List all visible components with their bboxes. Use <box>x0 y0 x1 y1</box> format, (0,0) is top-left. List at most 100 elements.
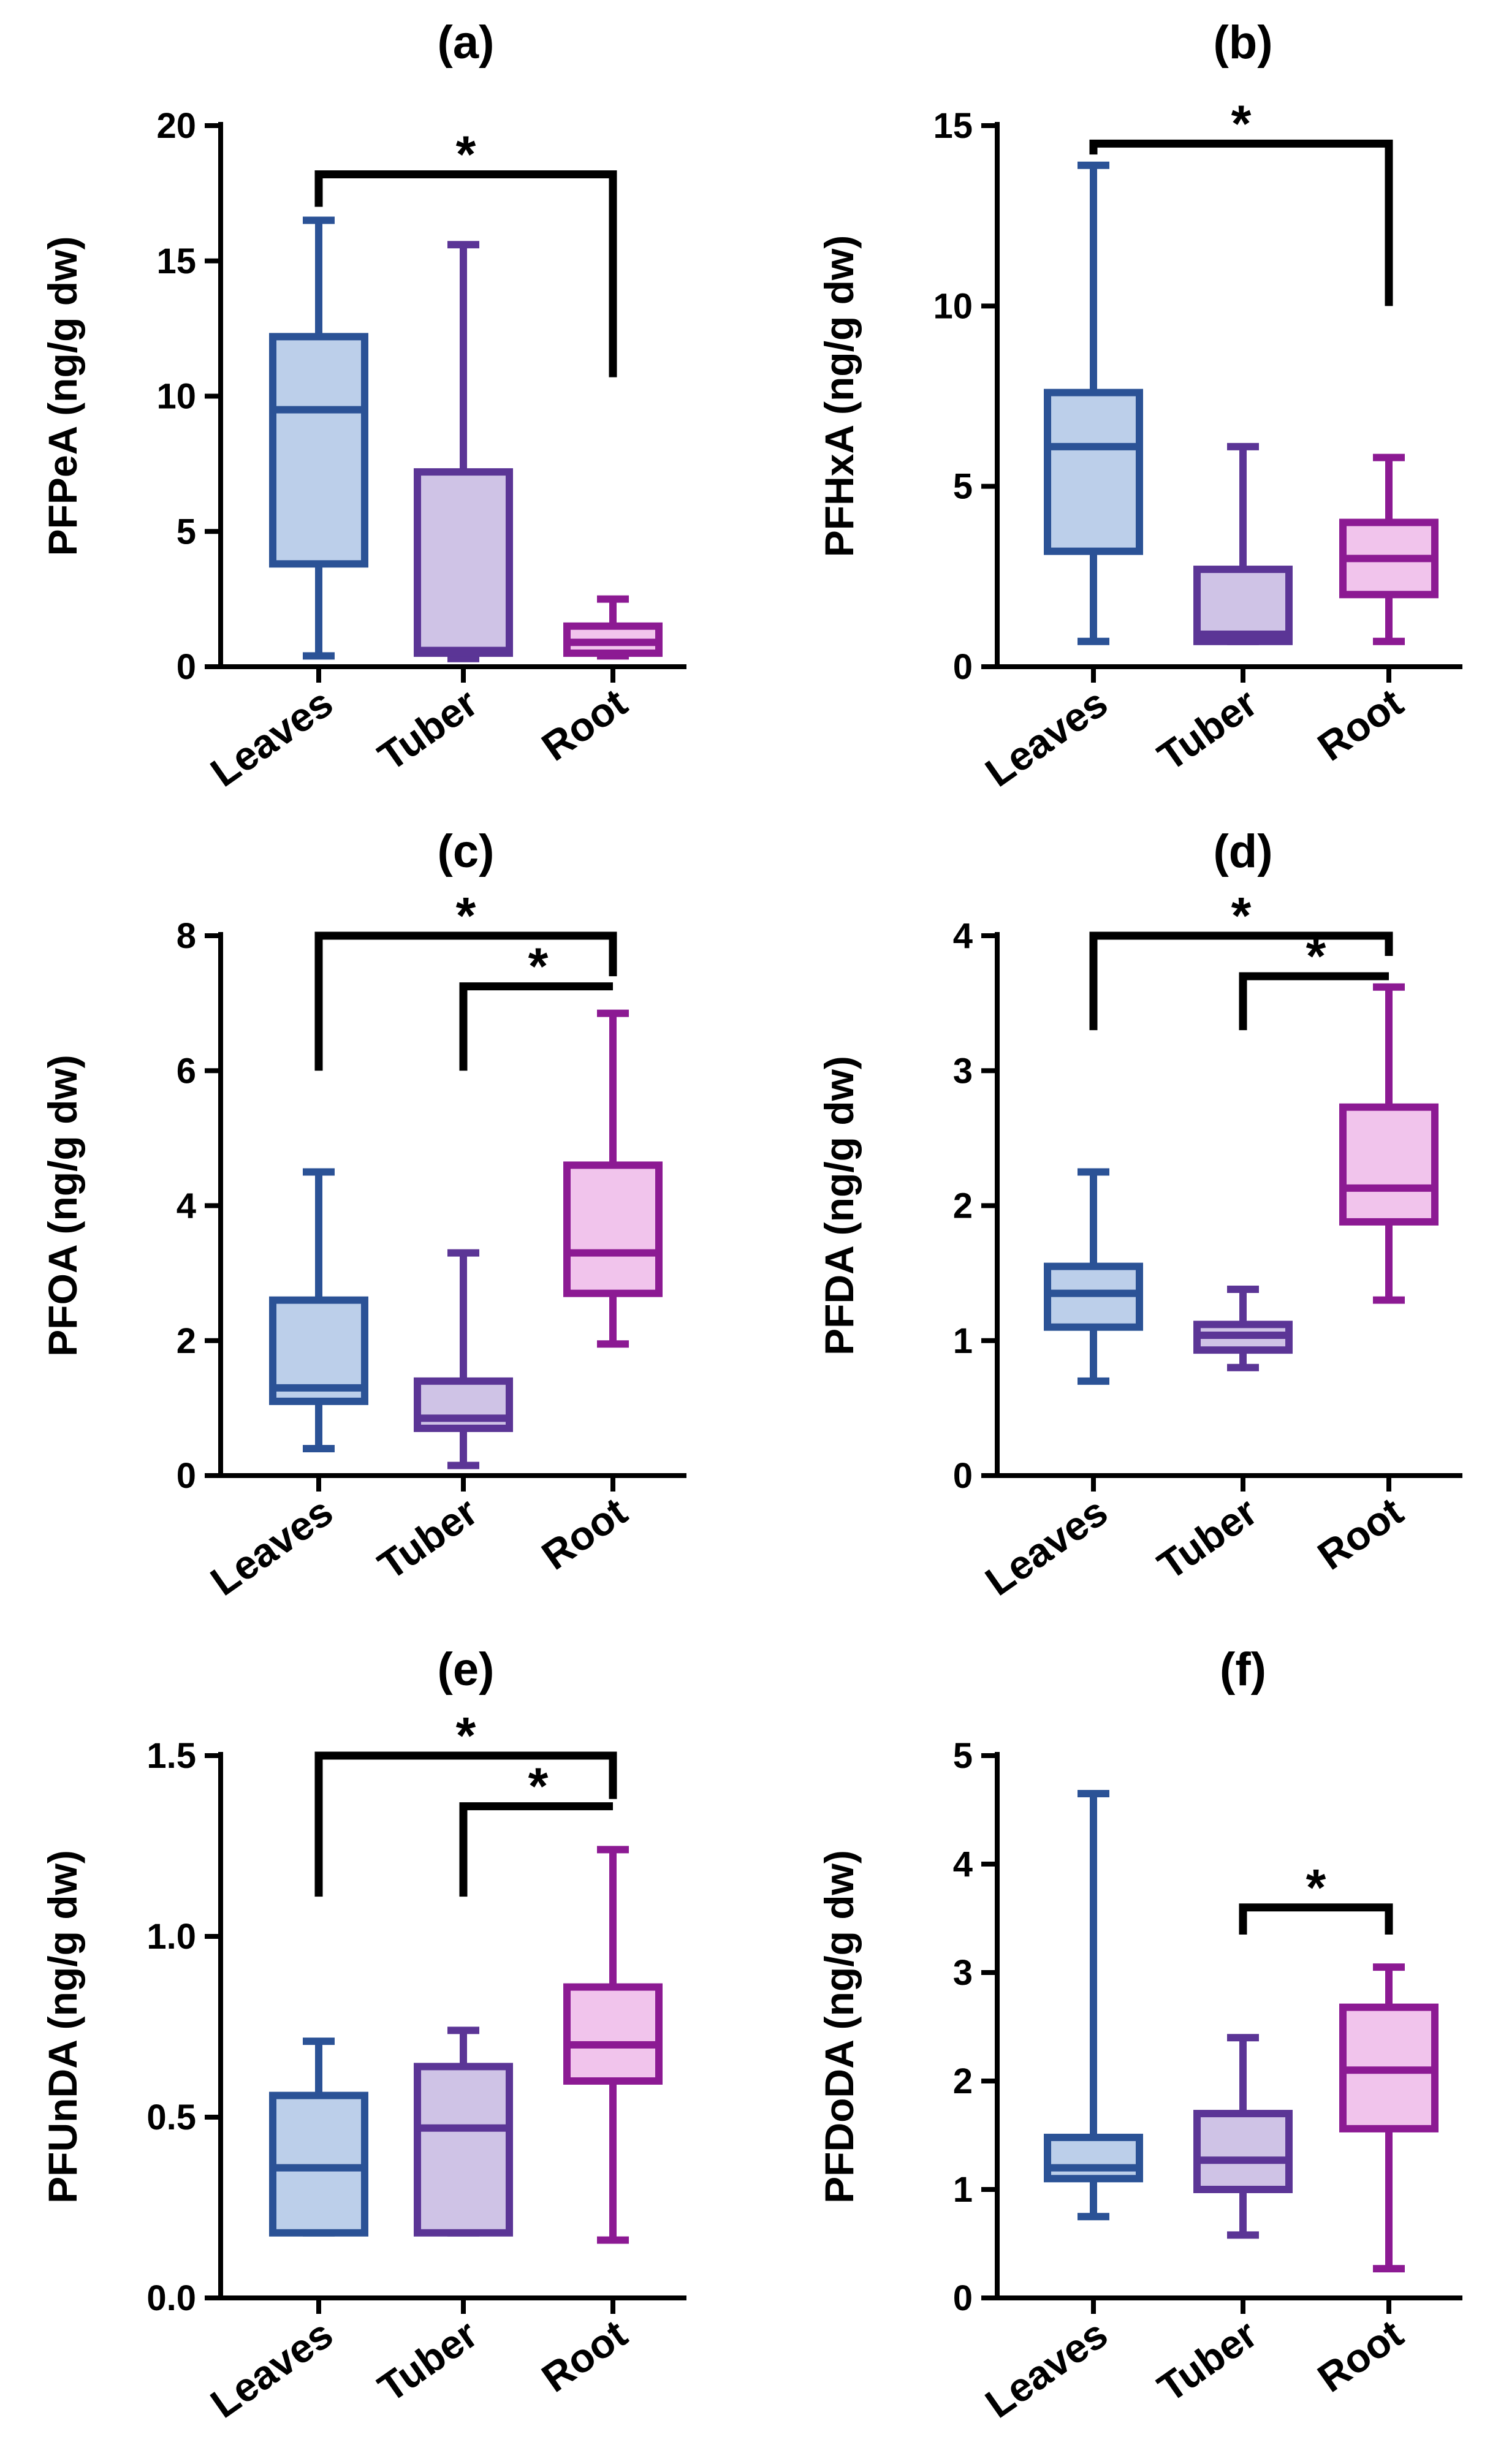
bracket-line <box>1239 972 1389 1031</box>
box-iqr <box>563 1983 663 2085</box>
y-tick-label: 0 <box>953 647 973 687</box>
y-axis-label: PFDA (ng/g dw) <box>816 1056 862 1355</box>
significance-bracket: * <box>314 125 617 377</box>
bracket-line <box>459 1802 613 1897</box>
y-tick-label: 5 <box>953 467 973 507</box>
significance-star: * <box>456 125 476 183</box>
bracket-line <box>1089 139 1393 306</box>
bracket-line <box>314 931 617 1071</box>
panel-title: (a) <box>438 17 495 69</box>
x-tick-label: Root <box>1309 680 1411 770</box>
box-iqr <box>414 468 513 657</box>
box-iqr <box>1044 389 1143 555</box>
x-tick-label: Leaves <box>202 1488 341 1604</box>
panel-a: (a) PFPeA (ng/g dw) 0 5 10 15 20 Leaves Tuber Roo… <box>40 17 686 795</box>
y-tick-label: 3 <box>953 1051 973 1091</box>
y-tick-label: 0 <box>953 2278 973 2318</box>
y-tick-label: 1.5 <box>146 1736 196 1776</box>
y-tick-label: 2 <box>177 1321 196 1361</box>
y-tick-label: 0.5 <box>146 2098 196 2137</box>
panel-e: (e) PFUnDA (ng/g dw) 0.0 0.5 1.0 1.5 Leaves Tub… <box>40 1643 686 2427</box>
y-tick-label: 4 <box>953 916 973 956</box>
y-tick-label: 15 <box>933 106 973 146</box>
significance-bracket: * <box>1239 927 1389 1031</box>
x-tick-label: Root <box>1309 2311 1411 2401</box>
y-tick-label: 0.0 <box>146 2278 196 2318</box>
x-tick-label: Leaves <box>977 1488 1116 1604</box>
box-leaves <box>269 2038 368 2237</box>
x-tick-label: Tuber <box>1149 680 1265 779</box>
significance-star: * <box>528 1757 549 1815</box>
y-tick-label: 2 <box>953 1186 973 1226</box>
significance-bracket: * <box>459 938 613 1071</box>
bracket-line <box>314 1751 617 1897</box>
box-tuber <box>414 2026 513 2237</box>
significance-bracket: * <box>1089 94 1393 306</box>
box-iqr <box>1193 2110 1293 2194</box>
x-tick-label: Tuber <box>370 2311 485 2411</box>
significance-star: * <box>528 938 549 995</box>
y-tick-label: 6 <box>177 1051 196 1091</box>
significance-star: * <box>1306 927 1326 985</box>
y-tick-label: 2 <box>953 2061 973 2101</box>
y-axis-label: PFDoDA (ng/g dw) <box>816 1850 862 2204</box>
significance-star: * <box>1306 1859 1326 1916</box>
panel-f: (f) PFDoDA (ng/g dw) 0 1 2 3 4 5 Leaves Tuber Root… <box>816 1643 1462 2427</box>
y-axis-label: PFUnDA (ng/g dw) <box>40 1850 85 2204</box>
box-root <box>563 1846 663 2244</box>
y-axis-label: PFHxA (ng/g dw) <box>816 235 862 558</box>
box-leaves <box>269 1168 368 1452</box>
box-tuber <box>1193 442 1293 645</box>
significance-star: * <box>456 887 476 944</box>
panel-b: (b) PFHxA (ng/g dw) 0 5 10 15 Leaves Tuber Root * <box>816 17 1462 795</box>
box-root <box>1339 1963 1439 2273</box>
box-root <box>563 1009 663 1348</box>
y-tick-label: 5 <box>177 512 196 552</box>
x-tick-label: Root <box>1309 1488 1411 1579</box>
x-tick-label: Root <box>533 680 635 770</box>
box-iqr <box>563 1161 663 1297</box>
y-tick-label: 8 <box>177 916 196 956</box>
y-tick-label: 4 <box>177 1186 196 1226</box>
significance-star: * <box>456 1707 476 1764</box>
y-tick-label: 0 <box>953 1456 973 1496</box>
box-iqr <box>269 333 368 568</box>
box-tuber <box>1193 2034 1293 2239</box>
box-root <box>1339 453 1439 645</box>
box-root <box>1339 983 1439 1304</box>
significance-bracket: * <box>459 1757 613 1897</box>
significance-star: * <box>1231 94 1252 152</box>
x-tick-label: Root <box>533 1488 635 1579</box>
y-tick-label: 0 <box>177 1456 196 1496</box>
x-tick-label: Leaves <box>977 680 1116 795</box>
x-tick-label: Leaves <box>202 680 341 795</box>
y-tick-label: 5 <box>953 1736 973 1776</box>
bracket-line <box>459 982 613 1071</box>
significance-bracket: * <box>314 887 617 1071</box>
box-iqr <box>1193 566 1293 645</box>
y-tick-label: 3 <box>953 1953 973 1993</box>
y-tick-label: 10 <box>156 377 196 417</box>
x-tick-label: Root <box>533 2311 635 2401</box>
y-tick-label: 10 <box>933 286 973 326</box>
y-tick-label: 0 <box>177 647 196 687</box>
y-tick-label: 1 <box>953 1321 973 1361</box>
y-tick-label: 4 <box>953 1844 973 1884</box>
box-iqr <box>1339 1103 1439 1226</box>
panel-title: (d) <box>1213 825 1272 878</box>
panel-d: (d) PFDA (ng/g dw) 0 1 2 3 4 Leaves Tuber Root * * <box>816 825 1462 1604</box>
x-tick-label: Tuber <box>370 1488 485 1588</box>
y-axis-label: PFOA (ng/g dw) <box>40 1055 85 1356</box>
box-leaves <box>1044 161 1143 645</box>
box-tuber <box>414 1249 513 1469</box>
significance-bracket: * <box>314 1707 617 1897</box>
box-iqr <box>1044 2134 1143 2183</box>
y-tick-label: 1.0 <box>146 1917 196 1957</box>
bracket-line <box>1089 931 1393 1031</box>
box-tuber <box>1193 1286 1293 1371</box>
x-tick-label: Tuber <box>1149 2311 1265 2411</box>
box-tuber <box>414 241 513 662</box>
panel-title: (f) <box>1220 1643 1266 1696</box>
y-tick-label: 15 <box>156 241 196 281</box>
